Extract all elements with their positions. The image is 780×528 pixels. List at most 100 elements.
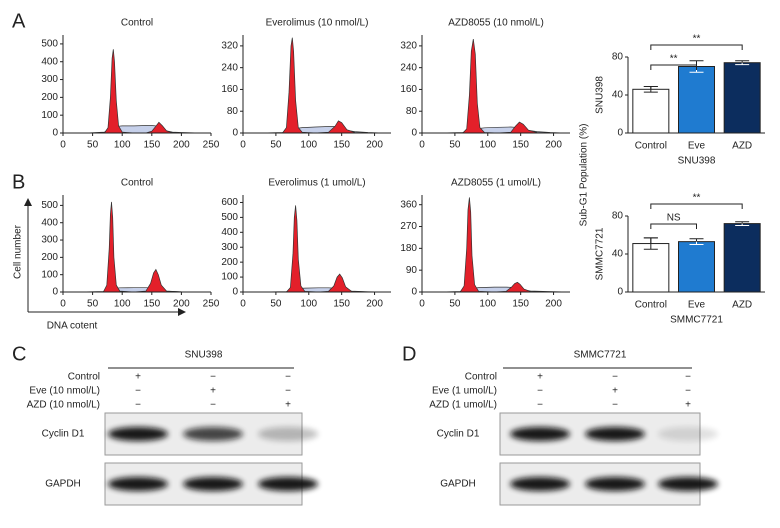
x-tick-label: 0 (419, 140, 425, 151)
sig-bracket (650, 44, 743, 50)
x-tick-label: 0 (419, 299, 425, 310)
arrow-head (24, 198, 32, 206)
x-label: SMMC7721 (670, 315, 723, 326)
x-label: SNU398 (678, 156, 716, 167)
y-tick-label: 400 (41, 56, 58, 67)
y-tick-label: 100 (221, 272, 238, 283)
x-tick-label: Eve (688, 141, 706, 152)
x-tick-label: 100 (114, 140, 131, 151)
condition-mark: − (612, 400, 618, 411)
x-tick-label: Control (635, 300, 667, 311)
y-tick-label: 80 (406, 106, 418, 117)
condition-mark: − (685, 372, 691, 383)
bar (723, 62, 761, 134)
y-tick-label: 600 (221, 197, 238, 208)
x-tick-label: 250 (203, 299, 220, 310)
y-tick-label: 400 (41, 217, 58, 228)
y-label: SNU398 (595, 76, 606, 114)
band (658, 477, 718, 491)
error-bar (735, 221, 750, 226)
area (441, 197, 567, 293)
condition-mark: + (685, 400, 691, 411)
y-tick-label: 320 (221, 41, 238, 52)
panel-label: D (402, 343, 416, 365)
x-tick-label: 50 (270, 140, 282, 151)
band (108, 427, 168, 441)
condition-mark: − (537, 400, 543, 411)
chart-title: Everolimus (10 nmol/L) (266, 18, 369, 29)
condition-mark: − (210, 400, 216, 411)
y-tick-label: 0 (411, 128, 417, 139)
sig-bracket (650, 203, 743, 209)
x-tick-label: 200 (545, 299, 562, 310)
x-tick-label: 0 (60, 140, 66, 151)
axis-note: DNA cotent (47, 321, 98, 332)
y-tick-label: 500 (41, 39, 58, 50)
y-tick-label: 200 (41, 92, 58, 103)
x-tick-label: 200 (545, 140, 562, 151)
x-tick-label: Control (635, 141, 667, 152)
y-tick-label: 160 (221, 84, 238, 95)
band (510, 427, 570, 441)
y-tick-label: 90 (406, 265, 418, 276)
error-bar (735, 60, 750, 66)
sig-label: ** (670, 54, 678, 65)
condition-label: Eve (1 umol/L) (432, 386, 497, 397)
area (441, 126, 564, 134)
y-tick-label: 240 (400, 62, 417, 73)
y-tick-label: 80 (612, 52, 624, 63)
x-tick-label: 150 (143, 299, 160, 310)
bar (723, 223, 761, 293)
x-tick-label: 150 (143, 140, 160, 151)
x-tick-label: 50 (270, 299, 282, 310)
x-tick-label: 100 (300, 140, 317, 151)
x-tick-label: 100 (300, 299, 317, 310)
condition-mark: − (537, 386, 543, 397)
y-tick-label: 180 (400, 243, 417, 254)
condition-mark: − (612, 372, 618, 383)
y-tick-label: 100 (41, 269, 58, 280)
bar (678, 241, 715, 293)
blot-row-label: Cyclin D1 (42, 429, 85, 440)
band (510, 477, 570, 491)
error-whisker-top (689, 238, 704, 242)
x-tick-label: 0 (240, 299, 246, 310)
y-tick-label: 300 (221, 242, 238, 253)
x-tick-label: AZD (732, 141, 752, 152)
chart-title: Control (121, 18, 153, 29)
area (86, 49, 200, 134)
x-tick-label: 50 (449, 140, 461, 151)
y-tick-label: 0 (232, 287, 238, 298)
condition-label: Control (465, 372, 497, 383)
x-tick-label: 200 (173, 299, 190, 310)
x-tick-label: 150 (333, 299, 350, 310)
y-tick-label: 500 (41, 200, 58, 211)
condition-mark: + (135, 372, 141, 383)
condition-label: Control (68, 372, 100, 383)
band (108, 477, 168, 491)
y-tick-label: 40 (612, 249, 624, 260)
x-tick-label: 50 (449, 299, 461, 310)
panel-label: C (12, 343, 26, 365)
blot-title: SNU398 (185, 350, 223, 361)
x-tick-label: 100 (479, 140, 496, 151)
band (258, 477, 318, 491)
blot-row-label: Cyclin D1 (437, 429, 480, 440)
condition-mark: − (685, 386, 691, 397)
condition-mark: + (537, 372, 543, 383)
band (585, 477, 645, 491)
chart-title: Control (121, 178, 153, 189)
y-tick-label: 0 (617, 287, 623, 298)
error-whisker-top (735, 221, 750, 224)
y-tick-label: 0 (617, 128, 623, 139)
y-label: SMMC7721 (595, 227, 606, 280)
y-tick-label: 40 (612, 90, 624, 101)
y-tick-label: 0 (411, 287, 417, 298)
chart-title: AZD8055 (1 umol/L) (451, 178, 541, 189)
panel-label: B (12, 171, 25, 193)
y-tick-label: 200 (221, 257, 238, 268)
condition-mark: − (285, 386, 291, 397)
y-tick-label: 240 (221, 62, 238, 73)
y-tick-label: 100 (41, 110, 58, 121)
band (258, 427, 318, 441)
